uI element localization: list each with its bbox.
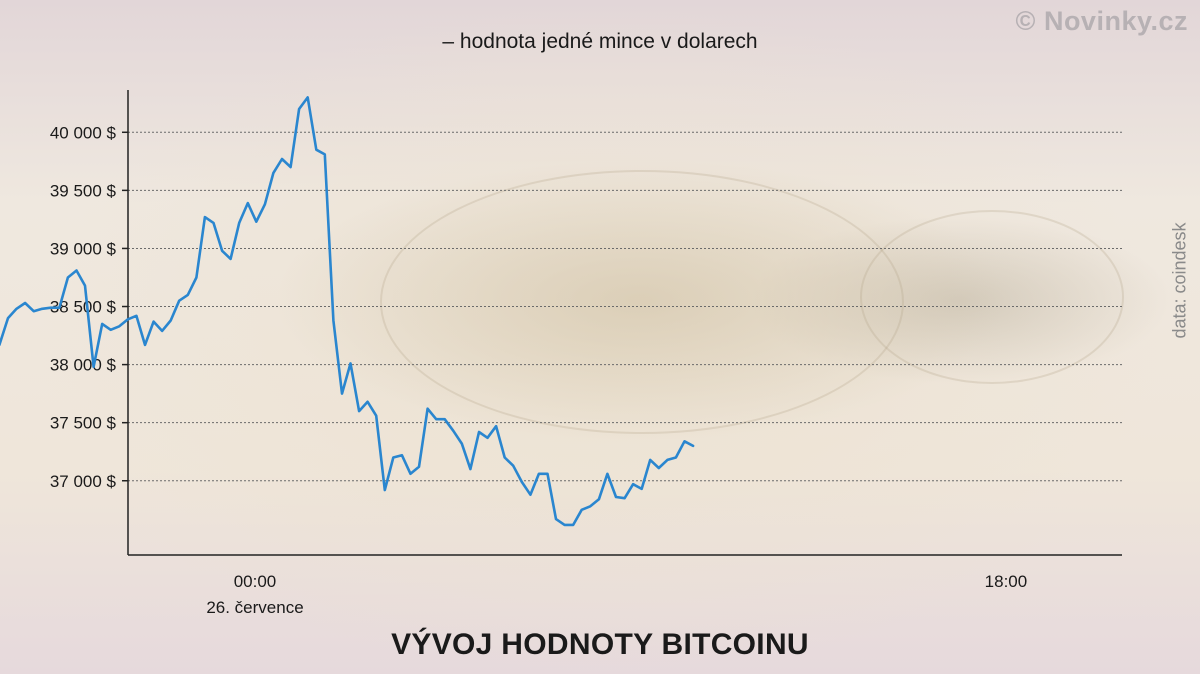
y-axis-ticks: 40 000 $ 39 500 $ 39 000 $ 38 500 $ 38 000 $… [50, 123, 128, 491]
x-tick-label: 00:00 [234, 572, 277, 591]
y-tick-label: 39 500 $ [50, 181, 117, 200]
y-tick-label: 40 000 $ [50, 123, 117, 142]
data-source-note: data: coindesk [1169, 222, 1190, 339]
brand-logo: © Novinky.cz [1015, 6, 1188, 36]
chart-subtitle: – hodnota jedné mince v dolarech [442, 30, 758, 53]
y-tick-label: 37 500 $ [50, 414, 117, 433]
series-line [0, 96, 695, 527]
chart-title: VÝVOJ HODNOTY BITCOINU [391, 628, 809, 661]
y-tick-label: 38 500 $ [50, 298, 117, 317]
axes [127, 90, 1122, 556]
x-tick-date-label: 26. července [206, 598, 303, 617]
series-layer [0, 96, 695, 527]
y-tick-label: 39 000 $ [50, 239, 117, 258]
x-tick-label: 18:00 [985, 572, 1028, 591]
coin-image-ring [860, 210, 1124, 384]
y-tick-label: 37 000 $ [50, 472, 117, 491]
y-tick-label: 38 000 $ [50, 356, 117, 375]
gridlines [128, 131, 1122, 482]
